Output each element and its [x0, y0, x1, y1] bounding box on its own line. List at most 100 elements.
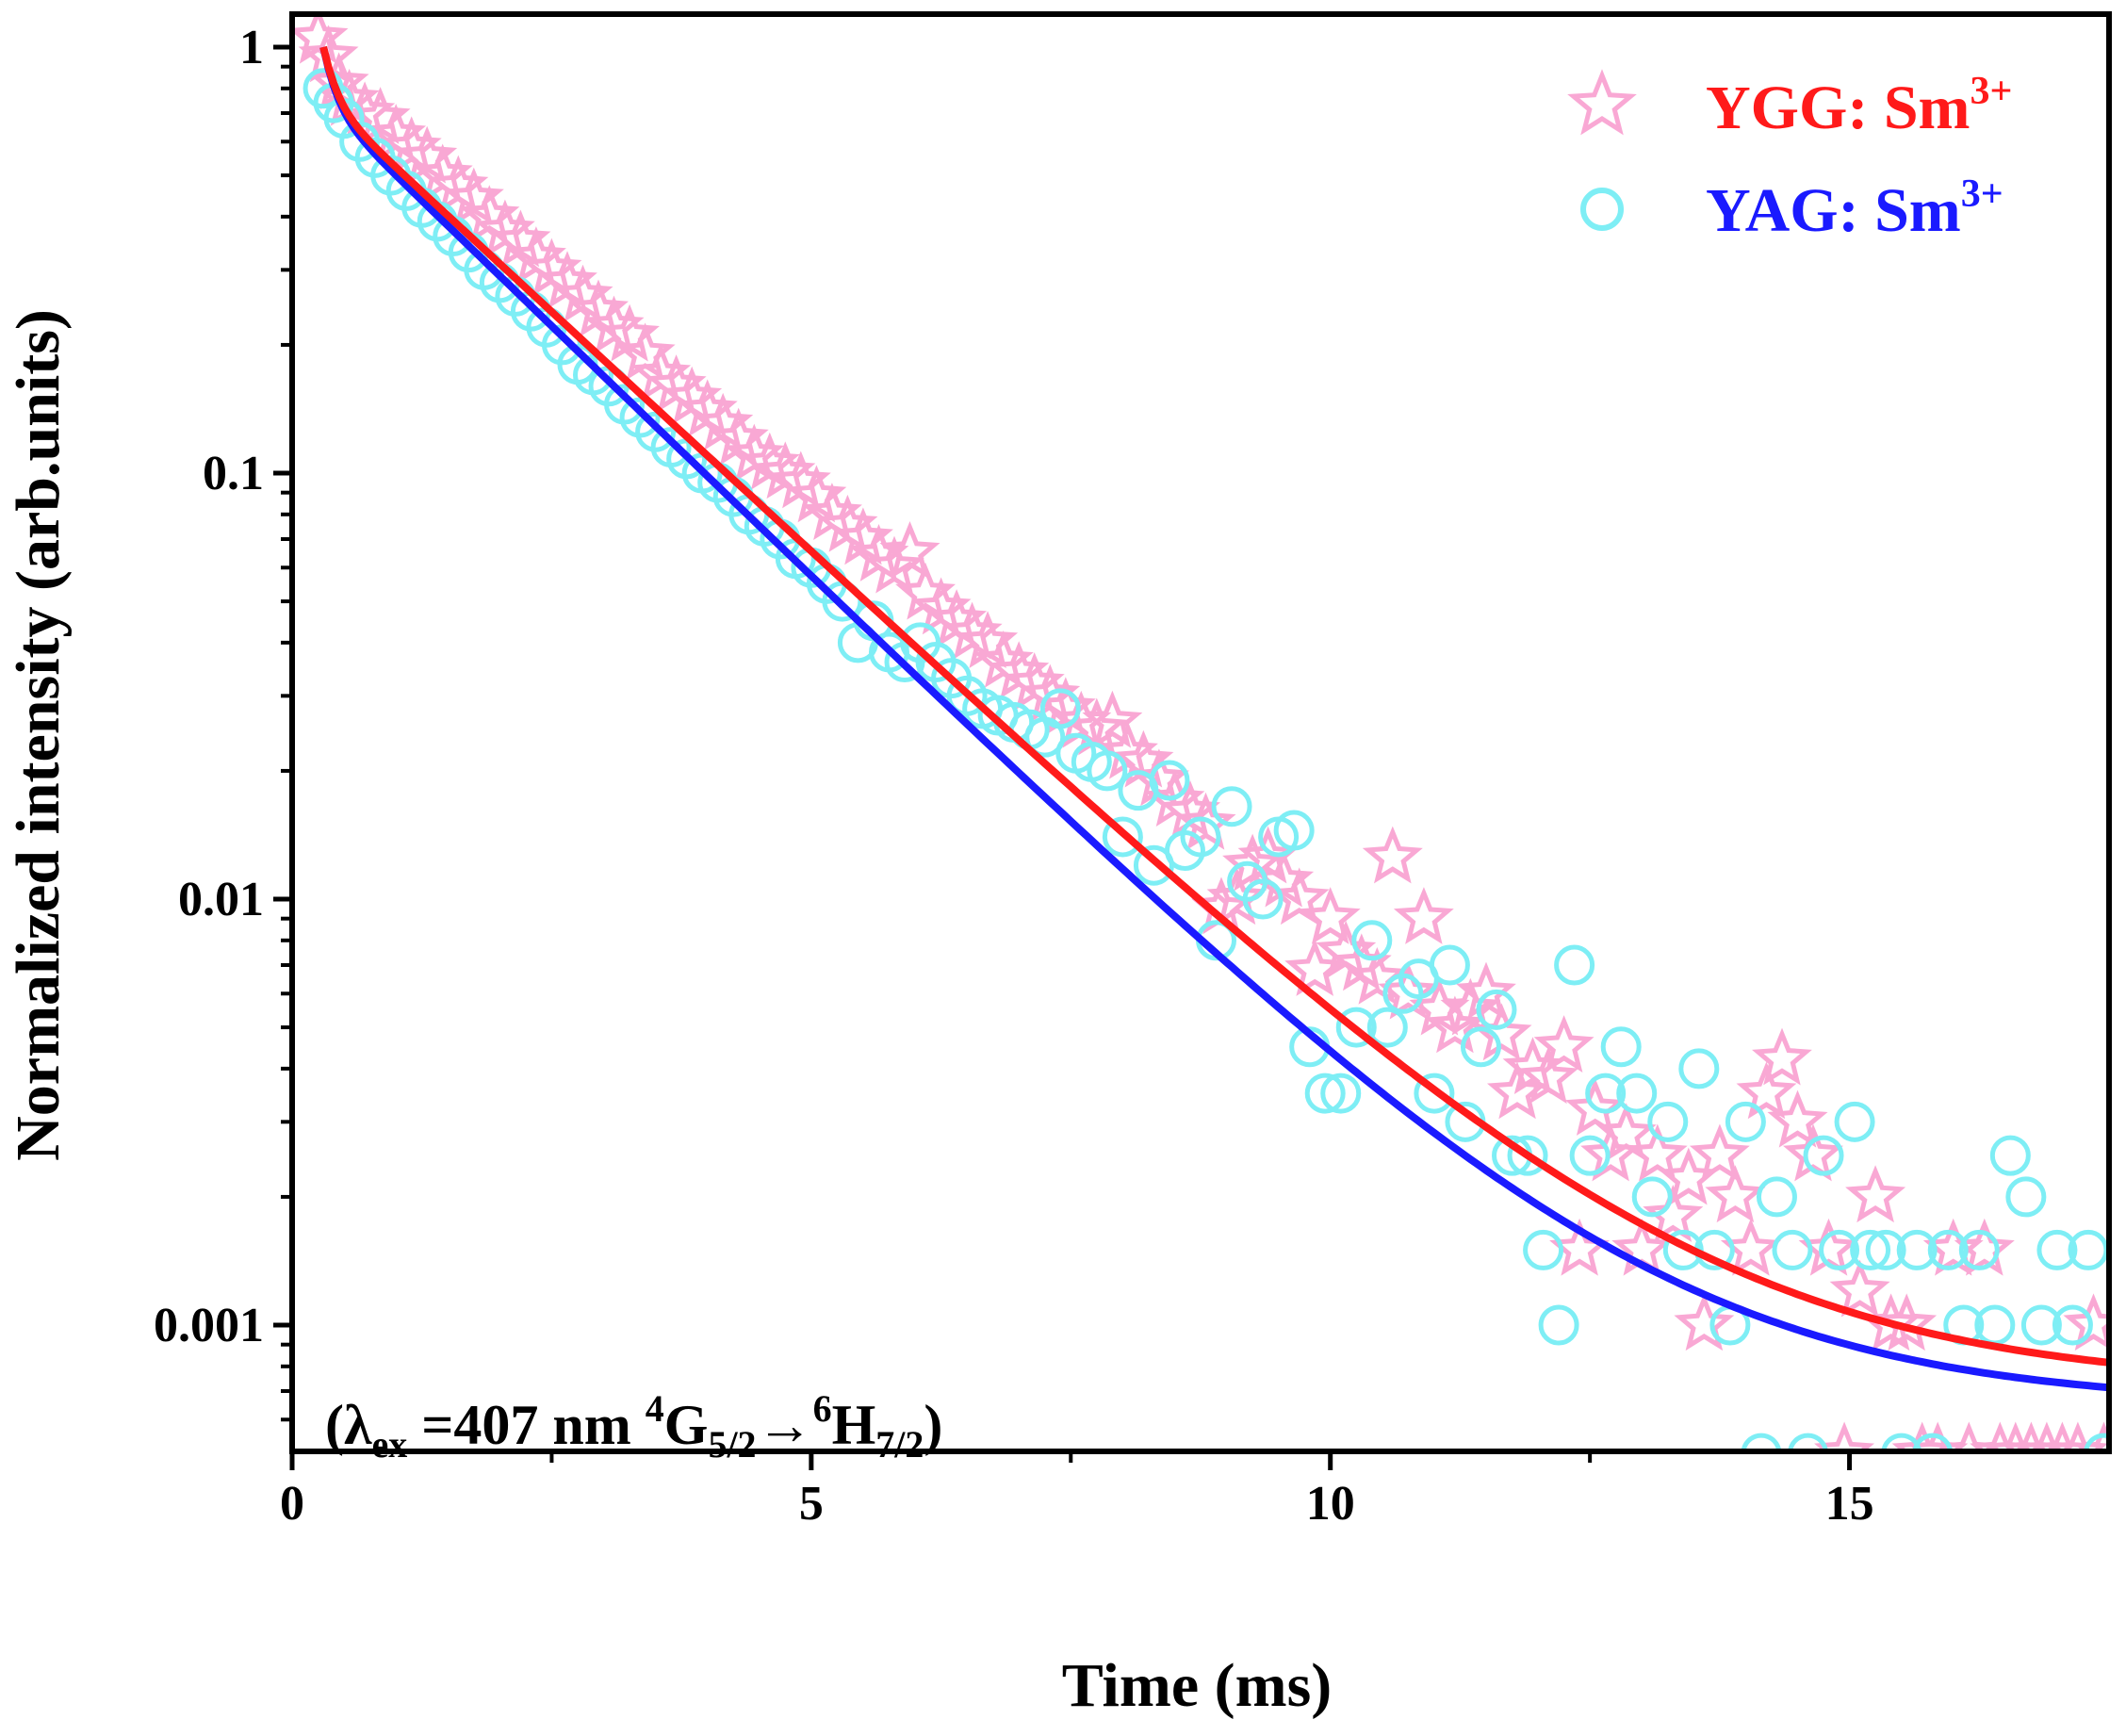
legend-label-ygg-name: YGG: Sm	[1706, 74, 1971, 142]
ygg-data-point	[1876, 1293, 1938, 1351]
annot-close: )	[924, 1394, 942, 1456]
yag-data-point	[1616, 1073, 1658, 1114]
ygg-data-point	[1705, 1165, 1766, 1223]
yag-data-point	[1741, 1433, 1782, 1451]
annot-open: (λ	[325, 1394, 372, 1456]
y-axis-ticks: 1 0.1 0.01 0.001	[154, 21, 292, 1422]
ygg-data-point	[1206, 867, 1267, 925]
yag-data-point	[1678, 1048, 1720, 1089]
annot-sup-6: 6	[813, 1387, 832, 1430]
y-tick-label: 0.1	[203, 447, 264, 500]
yag-data-point	[1476, 989, 1517, 1030]
ygg-data-point	[1393, 887, 1454, 944]
yag-data-point	[2052, 1304, 2093, 1346]
ygg-data-point	[1082, 690, 1143, 748]
yag-data-point	[1335, 1007, 1377, 1048]
annot-sub-72: 7/2	[875, 1423, 924, 1466]
yag-data-point	[1881, 1433, 1922, 1451]
yag-data-point	[2005, 1176, 2047, 1218]
yag-data-point	[1538, 1304, 1579, 1346]
yag-data-point	[1865, 1229, 1906, 1270]
yag-data-point	[1523, 1229, 1564, 1270]
excitation-annotation: (λex =407 nm 4G5/2→6H7/2)	[325, 1387, 942, 1466]
yag-data-point	[1087, 750, 1128, 792]
x-tick-label: 10	[1306, 1477, 1355, 1531]
yag-data-point	[1662, 1229, 1704, 1270]
ygg-data-point	[1767, 1089, 1828, 1148]
ygg-data-point	[1518, 1046, 1579, 1105]
annot-mid: =407 nm	[407, 1394, 646, 1456]
yag-data-point	[2068, 1229, 2109, 1270]
yag-data-point	[1600, 1026, 1642, 1068]
series-ygg-markers	[292, 14, 2109, 1451]
legend-label-ygg: YGG: Sm3+	[1706, 70, 2012, 142]
ygg-data-point	[1845, 1165, 1906, 1223]
ygg-data-point	[1455, 961, 1516, 1020]
x-tick-label: 0	[280, 1477, 304, 1531]
annot-arrow: →	[757, 1394, 813, 1456]
y-tick-label: 0.01	[178, 873, 264, 926]
annot-sup-4: 4	[646, 1387, 664, 1430]
ygg-data-point	[490, 209, 551, 268]
ygg-data-point	[1736, 1061, 1797, 1120]
yag-data-point	[1180, 816, 1221, 858]
yag-data-point	[1725, 1101, 1766, 1142]
yag-data-point	[1507, 1135, 1548, 1176]
ygg-data-point	[1674, 1293, 1735, 1351]
yag-fit-line	[319, 45, 2109, 1392]
legend-star-icon	[1567, 69, 1637, 136]
ygg-data-point	[1424, 995, 1485, 1054]
ygg-data-point	[1471, 1003, 1532, 1061]
yag-data-point	[1585, 1073, 1627, 1114]
ygg-data-point	[1440, 977, 1501, 1036]
yag-data-point	[1631, 1176, 1673, 1218]
ygg-data-point	[1362, 826, 1423, 884]
yag-data-point	[1927, 1229, 1969, 1270]
yag-data-point	[1989, 1135, 2031, 1176]
y-axis-title: Normalized intensity (arb.units)	[4, 309, 73, 1161]
yag-data-point	[1211, 786, 1252, 827]
yag-data-point	[1039, 688, 1081, 729]
ygg-data-point	[879, 520, 940, 579]
yag-data-point	[1366, 1007, 1408, 1048]
ygg-data-point	[863, 535, 925, 594]
x-axis-ticks: 0 5 10 15	[280, 1451, 1874, 1531]
yag-data-point	[1819, 1229, 1860, 1270]
ygg-data-point	[1829, 1259, 1890, 1318]
yag-data-point	[1414, 1073, 1455, 1114]
yag-data-point	[1788, 1433, 1828, 1451]
yag-data-point	[1569, 1135, 1611, 1176]
yag-data-point	[1242, 878, 1284, 920]
yag-data-point	[1320, 1073, 1362, 1114]
yag-data-point	[1647, 1101, 1689, 1142]
ygg-data-point	[2063, 1293, 2109, 1351]
legend-label-yag: YAG: Sm3+	[1706, 172, 2003, 245]
yag-data-point	[2084, 1433, 2109, 1451]
yag-data-point	[1834, 1101, 1875, 1142]
y-tick-label: 1	[239, 21, 264, 74]
yag-data-point	[1896, 1229, 1938, 1270]
ygg-data-point	[1175, 792, 1236, 850]
yag-data-point	[1304, 1073, 1346, 1114]
legend-circle-icon	[1580, 188, 1624, 231]
legend-label-yag-name: YAG: Sm	[1706, 176, 1961, 245]
x-axis-title: Time (ms)	[1062, 1651, 1333, 1720]
yag-data-point	[1554, 944, 1595, 986]
ygg-data-point	[1378, 961, 1439, 1020]
yag-data-point	[2036, 1229, 2078, 1270]
yag-data-point	[1772, 1229, 1813, 1270]
yag-data-point	[1273, 810, 1315, 851]
series-yag-markers	[303, 68, 2109, 1451]
ygg-data-point	[1237, 826, 1299, 884]
fit-lines	[319, 45, 2109, 1392]
x-tick-label: 15	[1825, 1477, 1874, 1531]
ygg-data-point	[1643, 1184, 1704, 1242]
ygg-data-point	[1782, 1123, 1844, 1182]
yag-data-point	[1351, 920, 1393, 961]
y-tick-label: 0.001	[154, 1299, 264, 1352]
legend-label-yag-sup: 3+	[1961, 172, 2003, 216]
yag-data-point	[1958, 1229, 2000, 1270]
x-tick-label: 5	[799, 1477, 824, 1531]
ygg-data-point	[1564, 1078, 1626, 1136]
